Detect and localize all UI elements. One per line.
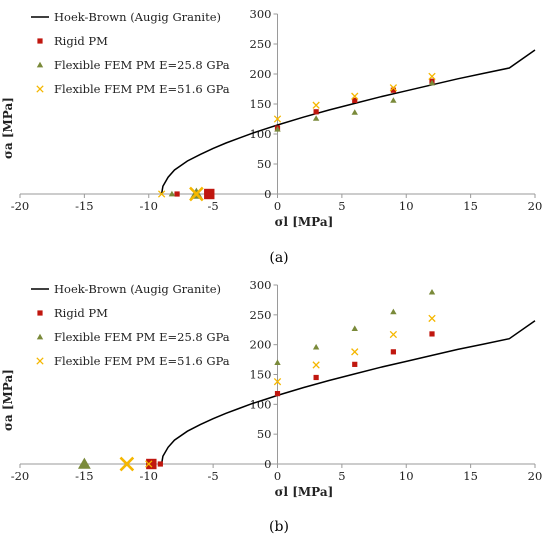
- y-tick-label: 250: [250, 308, 272, 322]
- rigid-pm-point: [157, 461, 163, 467]
- y-tick-label: 150: [250, 368, 272, 382]
- x-tick-label: 0: [274, 469, 281, 483]
- y-axis-title: σa [MPa]: [1, 97, 15, 159]
- flexible-fem-25-8-point: [168, 190, 176, 197]
- legend-swatch-flexible-fem-25-8: [36, 333, 44, 340]
- flexible-fem-51-6-point: [428, 314, 436, 323]
- x-tick-label: -20: [11, 469, 30, 483]
- x-tick-label: 5: [338, 199, 345, 213]
- rigid-pm-point: [313, 374, 319, 381]
- flexible-fem-51-6-point: [389, 330, 398, 339]
- x-tick-label: -20: [11, 199, 30, 213]
- flexible-fem-51-6-point: [189, 186, 204, 202]
- rigid-pm-point: [352, 361, 358, 367]
- x-tick-label: -15: [75, 469, 94, 483]
- legend-label: Flexible FEM PM E=51.6 GPa: [54, 354, 230, 368]
- legend-label: Hoek-Brown (Augig Granite): [54, 10, 221, 24]
- x-tick-label: -10: [139, 199, 158, 213]
- legend-label: Flexible FEM PM E=25.8 GPa: [54, 58, 230, 72]
- y-axis-title: σa [MPa]: [1, 369, 15, 431]
- flexible-fem-51-6-point: [157, 190, 166, 198]
- y-tick-label: 300: [250, 7, 272, 21]
- hoek-brown-curve: [160, 320, 536, 465]
- flexible-fem-51-6-point: [273, 115, 282, 123]
- y-tick-label: 0: [264, 187, 271, 201]
- flexible-fem-25-8-point: [390, 308, 397, 315]
- flexible-fem-25-8-point: [274, 359, 281, 365]
- y-tick-label: 300: [250, 278, 272, 292]
- x-tick-label: -5: [208, 199, 219, 213]
- legend-label: Rigid PM: [54, 34, 108, 48]
- legend: Hoek-Brown (Augig Granite) Rigid PM Flexib…: [31, 10, 230, 96]
- rigid-pm-point: [390, 87, 396, 93]
- legend-swatch-flexible-fem-51-6: [36, 85, 44, 93]
- x-tick-label: 15: [463, 199, 478, 213]
- flexible-fem-51-6-point: [119, 456, 135, 472]
- flexible-fem-25-8-point: [351, 109, 358, 115]
- y-tick-label: 250: [250, 37, 272, 51]
- x-tick-label: 10: [399, 469, 414, 483]
- flexible-fem-25-8-point: [390, 97, 397, 103]
- legend: Hoek-Brown (Augig Granite) Rigid PM Flexib…: [31, 282, 230, 368]
- x-tick-label: 5: [338, 469, 345, 483]
- flexible-fem-51-6-point: [312, 361, 320, 369]
- legend-label: Flexible FEM PM E=25.8 GPa: [54, 330, 230, 344]
- flexible-fem-25-8-point: [312, 343, 320, 350]
- rigid-pm-point: [146, 458, 157, 470]
- x-tick-label: 0: [274, 199, 281, 213]
- legend-label: Hoek-Brown (Augig Granite): [54, 282, 221, 296]
- flexible-fem-51-6-point: [428, 72, 436, 81]
- rigid-pm-point: [274, 390, 281, 397]
- x-tick-label: -10: [139, 469, 158, 483]
- legend-label: Rigid PM: [54, 306, 108, 320]
- hoek-brown-curve: [160, 49, 536, 195]
- x-tick-label: -15: [75, 199, 94, 213]
- y-tick-label: 100: [250, 397, 272, 411]
- legend-label: Flexible FEM PM E=51.6 GPa: [54, 82, 230, 96]
- flexible-fem-25-8-point: [351, 325, 358, 331]
- x-axis-title: σl [MPa]: [275, 485, 334, 499]
- y-tick-label: 200: [250, 338, 272, 352]
- x-tick-label: 20: [528, 469, 543, 483]
- panel-caption: (a): [269, 250, 288, 266]
- x-tick-label: 15: [463, 469, 478, 483]
- legend-swatch-rigid-pm: [37, 38, 43, 44]
- legend-swatch-flexible-fem-25-8: [36, 61, 44, 68]
- y-tick-label: 0: [264, 457, 271, 471]
- flexible-fem-51-6-point: [312, 101, 320, 109]
- rigid-pm-point: [352, 97, 358, 103]
- flexible-fem-51-6-point: [351, 348, 359, 356]
- y-tick-label: 50: [257, 427, 272, 441]
- flexible-fem-51-6-point: [273, 378, 282, 386]
- rigid-pm-point: [204, 188, 215, 200]
- rigid-pm-point: [174, 191, 180, 197]
- y-tick-label: 100: [250, 127, 272, 141]
- flexible-fem-25-8-point: [77, 457, 91, 469]
- y-tick-label: 150: [250, 97, 272, 111]
- x-axis-title: σl [MPa]: [275, 215, 334, 229]
- flexible-fem-51-6-point: [389, 84, 398, 92]
- y-tick-label: 50: [257, 157, 272, 171]
- rigid-pm-point: [429, 331, 435, 337]
- rigid-pm-point: [390, 349, 396, 355]
- panel-caption: (b): [269, 519, 289, 535]
- x-tick-label: 10: [399, 199, 414, 213]
- rigid-pm-point: [313, 109, 319, 115]
- flexible-fem-25-8-point: [274, 126, 281, 132]
- chart-panel-a: -20 -15 -10 -5 0 5 10 15 20050100150200250300Hoe…: [1, 7, 542, 266]
- flexible-fem-51-6-point: [145, 460, 153, 468]
- x-tick-label: -5: [208, 469, 219, 483]
- x-tick-label: 20: [528, 199, 543, 213]
- legend-swatch-rigid-pm: [37, 310, 43, 316]
- y-tick-label: 200: [250, 67, 272, 81]
- flexible-fem-25-8-point: [428, 288, 436, 295]
- flexible-fem-25-8-point: [428, 79, 436, 86]
- flexible-fem-51-6-point: [351, 92, 359, 100]
- flexible-fem-25-8-point: [312, 115, 320, 121]
- chart-panel-b: -20 -15 -10 -5 0 5 10 15 20050100150200250300Hoe…: [1, 278, 542, 535]
- legend-swatch-flexible-fem-51-6: [36, 357, 44, 365]
